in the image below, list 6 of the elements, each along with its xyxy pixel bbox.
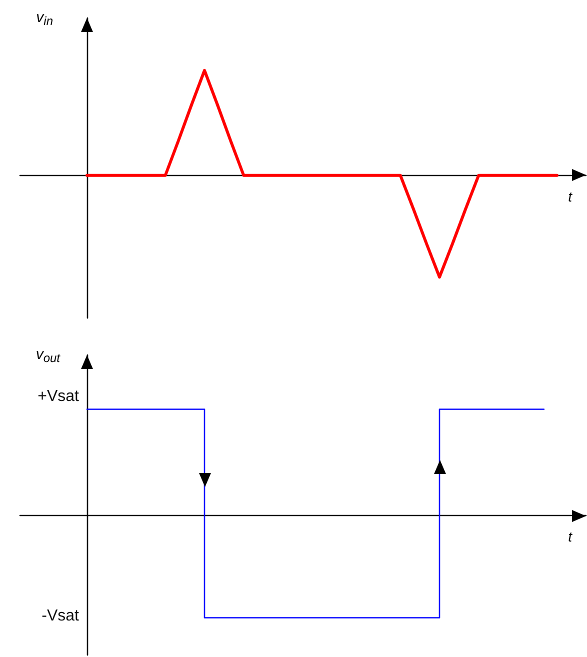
- text: -Vsat: [42, 607, 80, 624]
- y-axis-title: v$_{in}$: [36, 9, 53, 28]
- text: +Vsat: [38, 388, 80, 405]
- x-axis-title: t: [568, 188, 574, 204]
- x-axis-title: t: [568, 528, 574, 545]
- y-axis-title: v$_{out}$: [36, 346, 60, 365]
